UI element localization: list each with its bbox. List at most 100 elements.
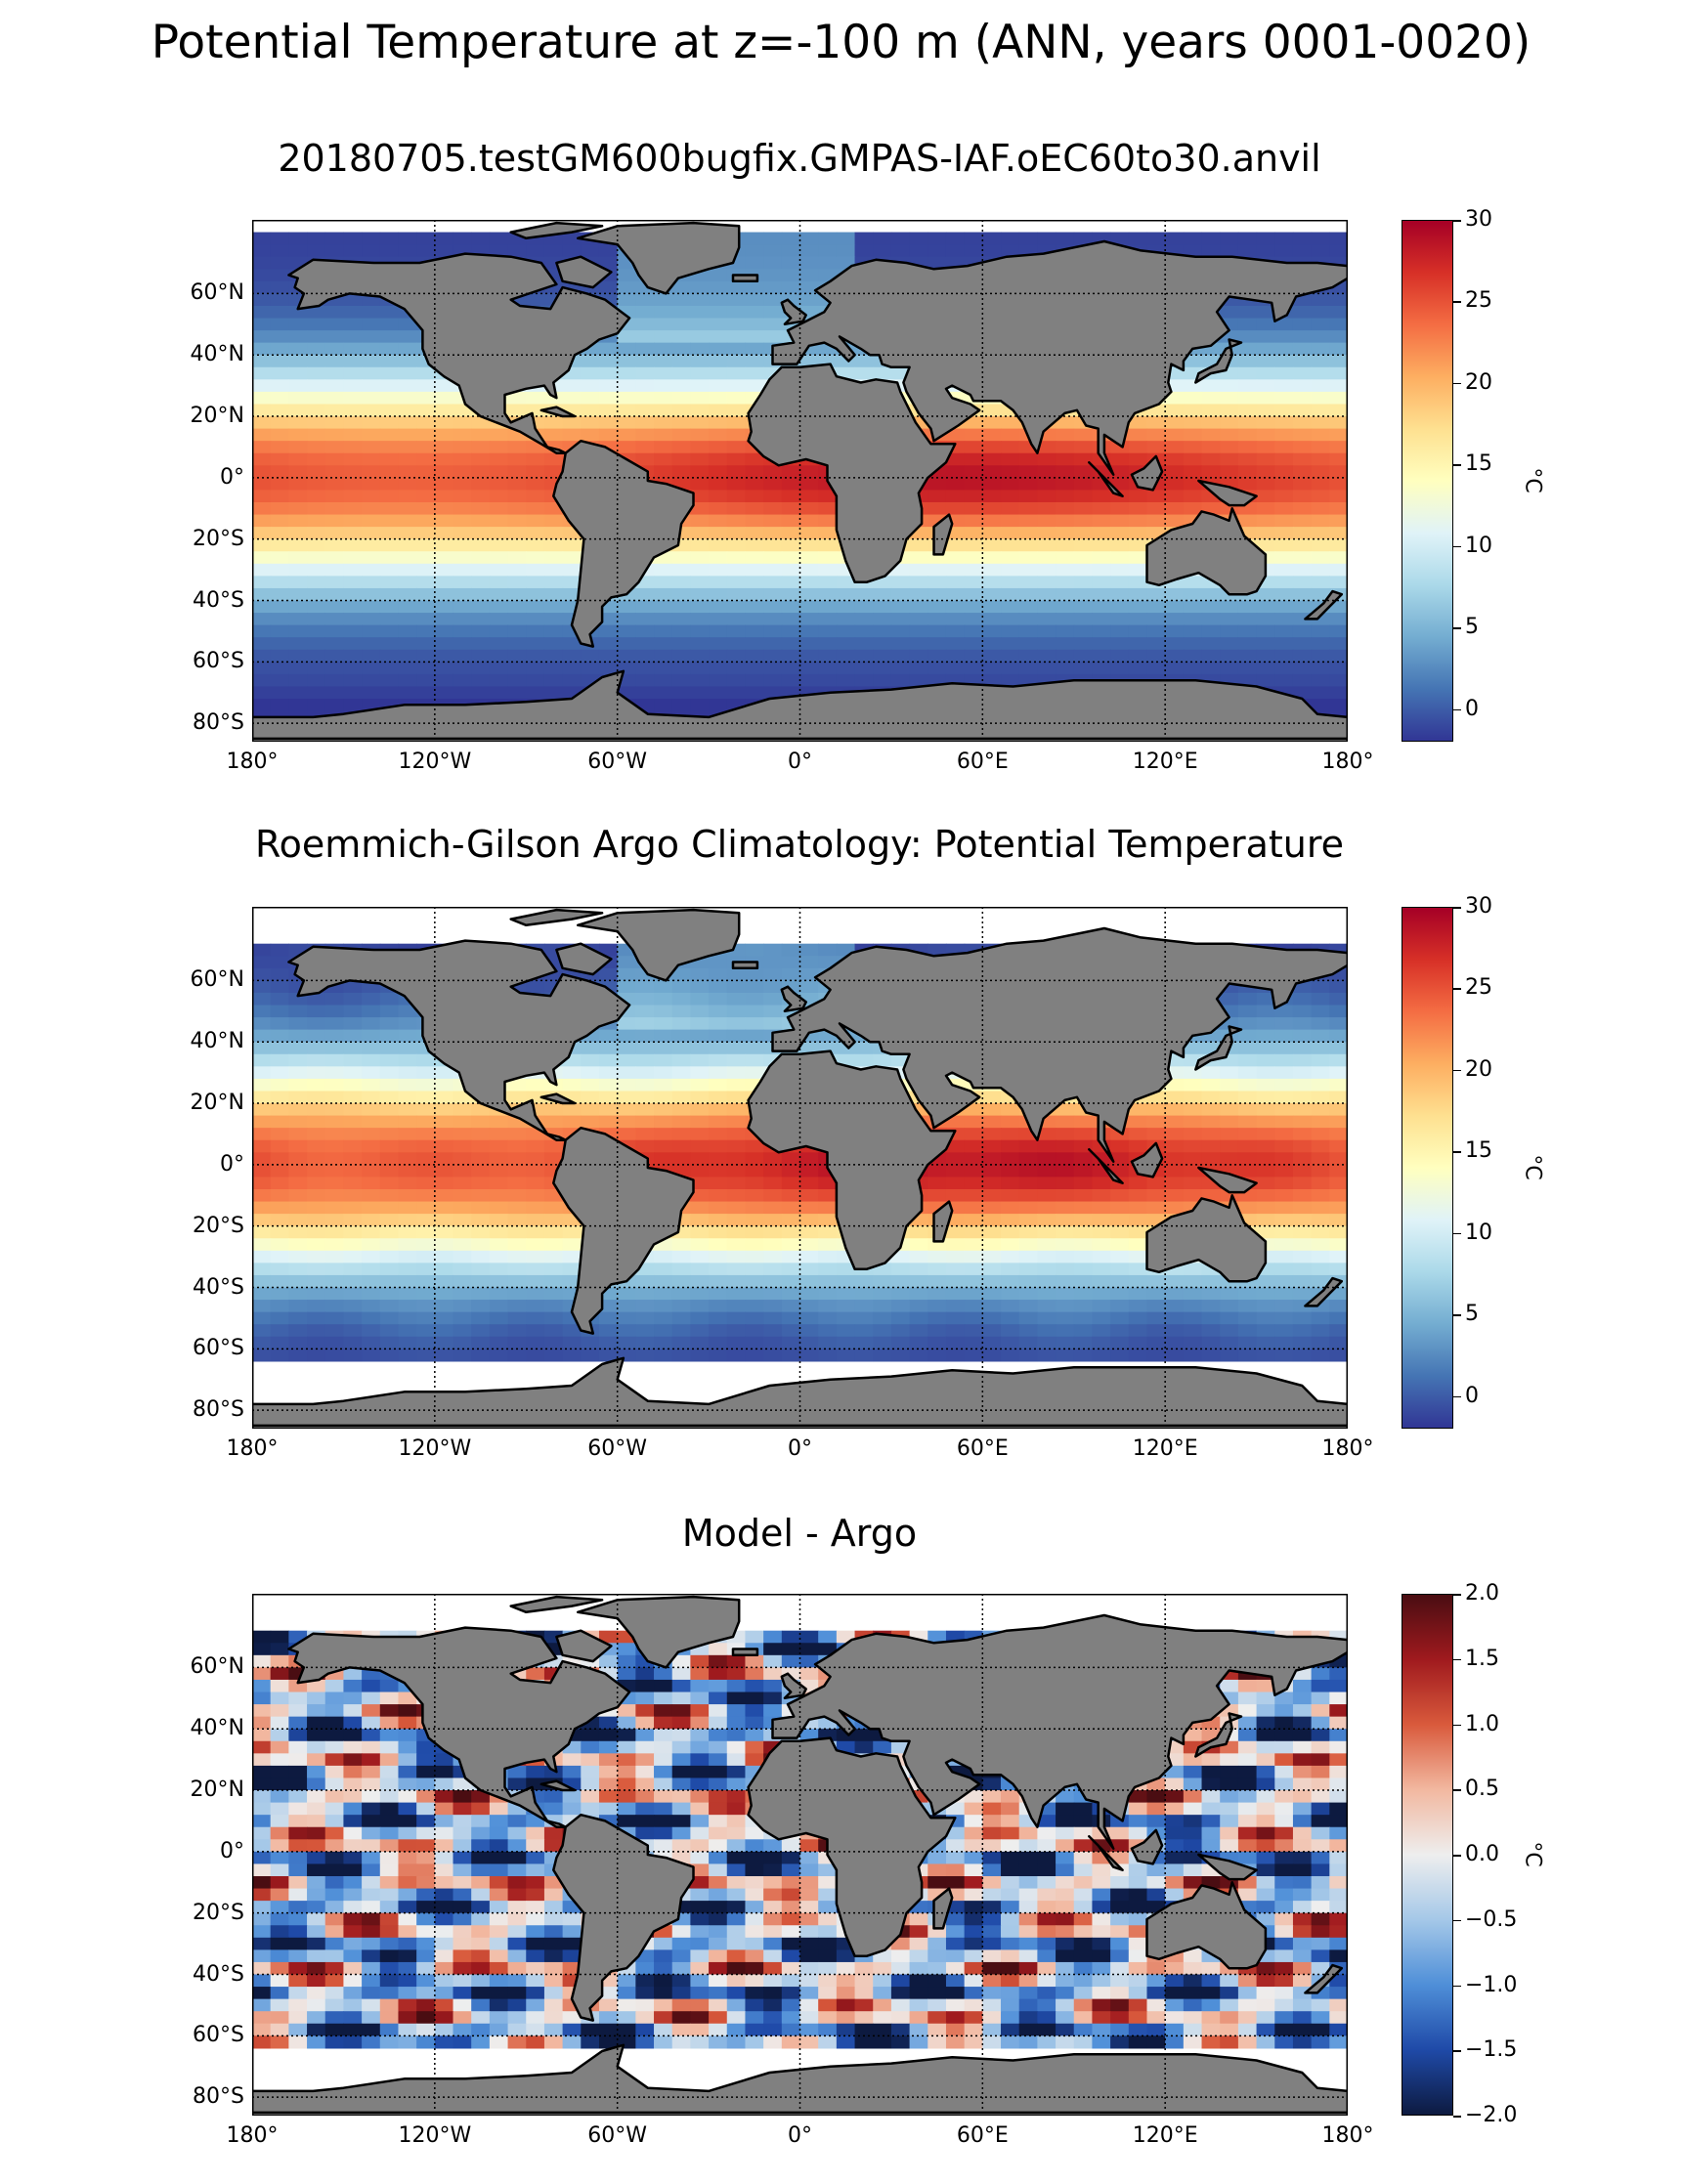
colorbar-tick-label: 0	[1465, 1383, 1479, 1408]
lon-tick-label: 180°	[1321, 749, 1374, 774]
land-newGuinea	[1197, 1166, 1258, 1194]
land-ellesmere	[509, 1595, 604, 1614]
lat-tick-label: 60°N	[190, 967, 244, 993]
lon-tick-label: 60°E	[956, 1436, 1009, 1461]
land-newZealand	[1304, 589, 1344, 621]
map-panel-difference	[252, 1594, 1348, 2116]
lat-tick-label: 60°S	[193, 1336, 244, 1361]
land-madagascar	[932, 1200, 954, 1243]
land-japan	[1194, 1712, 1243, 1758]
lat-tick-label: 40°S	[193, 1961, 244, 1987]
land-northAmerica	[287, 1626, 631, 1828]
colorbar-tick-mark	[1453, 545, 1461, 548]
land-iceland	[731, 1648, 759, 1657]
colorbar-unit-label: °C	[1520, 1154, 1545, 1180]
colorbar-temperature-argo	[1402, 907, 1453, 1429]
lon-tick-label: 60°E	[956, 749, 1009, 774]
land-baffin	[555, 1629, 613, 1663]
lon-tick-label: 180°	[226, 1436, 279, 1461]
lon-tick-label: 180°	[1321, 1436, 1374, 1461]
lat-tick-label: 60°S	[193, 2023, 244, 2048]
lat-tick-label: 40°N	[190, 1716, 244, 1741]
lat-tick-label: 40°N	[190, 1029, 244, 1054]
colorbar-tick-mark	[1453, 1724, 1461, 1726]
colorbar-tick-mark	[1453, 1919, 1461, 1922]
colorbar-tick-mark	[1453, 1594, 1461, 1596]
colorbar-tick-mark	[1453, 708, 1461, 711]
colorbar-tick-label: −1.5	[1465, 2037, 1518, 2063]
land-southAmerica	[552, 1126, 695, 1335]
lat-tick-label: 60°N	[190, 1654, 244, 1680]
colorbar-tick-mark	[1453, 220, 1461, 222]
colorbar-tick-mark	[1453, 1151, 1461, 1153]
land-madagascar	[932, 1887, 954, 1930]
lon-tick-label: 120°E	[1132, 749, 1198, 774]
lon-tick-label: 180°	[226, 749, 279, 774]
land-eurasia	[771, 926, 1348, 1163]
colorbar-difference	[1402, 1594, 1453, 2116]
lat-tick-label: 0°	[220, 1151, 244, 1177]
land-southAmerica	[552, 1813, 695, 2022]
colorbar-tick-label: 25	[1465, 288, 1492, 314]
lat-tick-label: 20°N	[190, 1777, 244, 1803]
colorbar-tick-mark	[1453, 1069, 1461, 1072]
colorbar-tick-mark	[1453, 1789, 1461, 1791]
colorbar-tick-mark	[1453, 2050, 1461, 2052]
colorbar-tick-label: 1.5	[1465, 1646, 1499, 1671]
land-ellesmere	[509, 221, 604, 240]
colorbar-tick-label: 0.0	[1465, 1842, 1499, 1866]
lon-tick-label: 180°	[226, 2123, 279, 2148]
land-newGuinea	[1197, 479, 1258, 507]
lon-tick-label: 0°	[788, 2123, 812, 2148]
graticule	[252, 907, 1348, 1429]
lat-tick-label: 20°S	[193, 1213, 244, 1238]
colorbar-tick-label: 15	[1465, 1138, 1492, 1164]
colorbar-tick-label: 0	[1465, 696, 1479, 721]
land-australia	[1145, 1194, 1268, 1283]
lat-tick-label: 20°N	[190, 1091, 244, 1116]
land-ellesmere	[509, 908, 604, 927]
land-africa	[747, 1736, 957, 1957]
land-baffin	[555, 942, 613, 976]
land-sumatra	[1088, 1834, 1124, 1871]
land-japan	[1194, 338, 1243, 384]
land-baffin	[555, 255, 613, 289]
land-greenland	[576, 1595, 741, 1669]
panel-3-title: Model - Argo	[681, 1512, 918, 1555]
colorbar-tick-mark	[1453, 382, 1461, 385]
lat-tick-label: 0°	[220, 464, 244, 490]
land-borneo	[1130, 1828, 1164, 1865]
colorbar-tick-mark	[1453, 1855, 1461, 1857]
land-newZealand	[1304, 1276, 1344, 1307]
colorbar-tick-mark	[1453, 627, 1461, 629]
land-masses	[252, 221, 1348, 741]
colorbar-tick-label: 30	[1465, 207, 1492, 232]
colorbar-tick-label: 20	[1465, 369, 1492, 395]
colorbar-tick-label: 20	[1465, 1056, 1492, 1082]
land-sumatra	[1088, 460, 1124, 497]
land-greenland	[576, 221, 741, 295]
lon-tick-label: 120°E	[1132, 2123, 1198, 2148]
colorbar-tick-label: −1.0	[1465, 1972, 1518, 1997]
colorbar-tick-label: 30	[1465, 894, 1492, 919]
lat-tick-label: 60°N	[190, 280, 244, 306]
lat-tick-label: 40°N	[190, 342, 244, 367]
lon-tick-label: 0°	[788, 749, 812, 774]
lon-tick-label: 60°E	[956, 2123, 1009, 2148]
land-australia	[1145, 507, 1268, 596]
land-newGuinea	[1197, 1853, 1258, 1881]
graticule	[252, 1594, 1348, 2116]
colorbar-tick-label: 10	[1465, 533, 1492, 558]
land-iceland	[731, 274, 759, 283]
colorbar-tick-mark	[1453, 907, 1461, 909]
colorbar-tick-mark	[1453, 464, 1461, 466]
land-greenland	[576, 908, 741, 982]
map-panel-model	[252, 220, 1348, 742]
colorbar-tick-mark	[1453, 988, 1461, 990]
graticule	[252, 220, 1348, 742]
colorbar-unit-label: °C	[1520, 1841, 1545, 1867]
lon-tick-label: 120°W	[398, 749, 472, 774]
land-eurasia	[771, 1613, 1348, 1850]
land-iceland	[731, 961, 759, 970]
lat-tick-label: 80°S	[193, 710, 244, 736]
